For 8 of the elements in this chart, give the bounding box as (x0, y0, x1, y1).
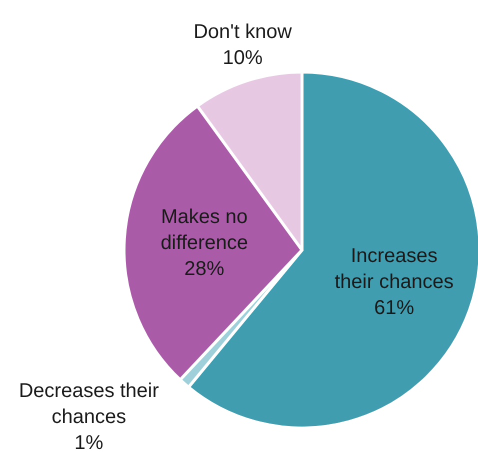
data-label: 28% (184, 258, 225, 280)
slice-label: Decreases their chances (18, 380, 160, 428)
data-label: 10% (222, 47, 263, 70)
slice-label: Makes no difference (160, 206, 248, 254)
data-label: 61% (374, 297, 414, 320)
slice-label: Don't know (193, 21, 292, 44)
slice-label: Increases their chances (334, 245, 454, 294)
data-label: 1% (74, 432, 104, 454)
